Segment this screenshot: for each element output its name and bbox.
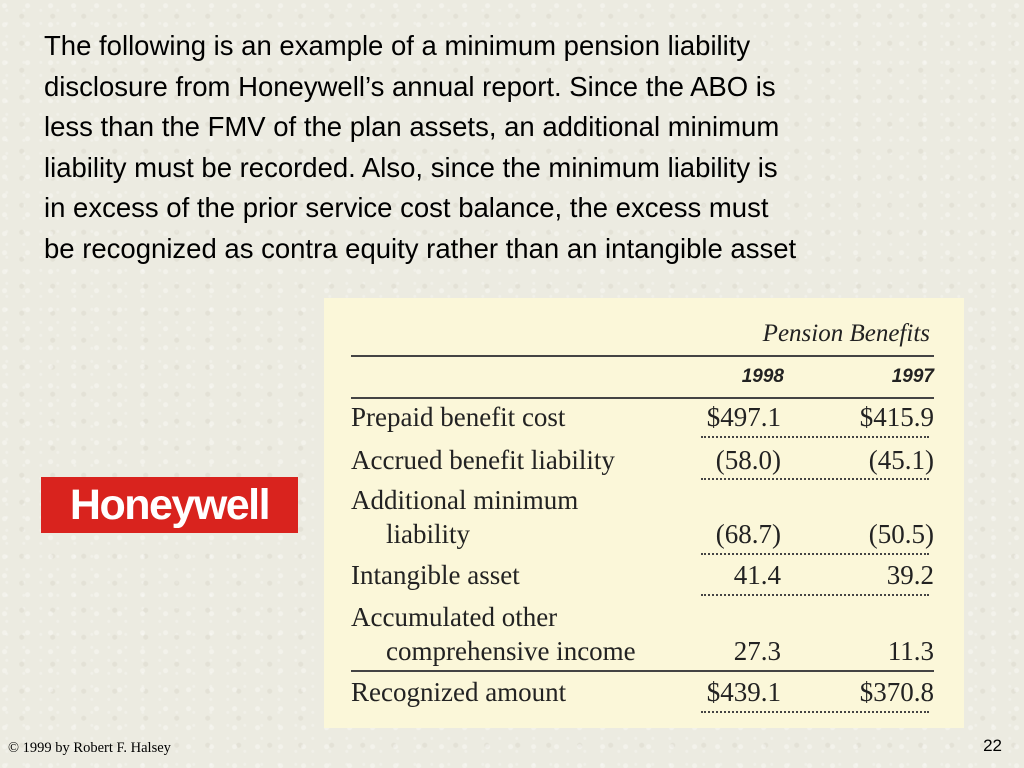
row-label-accrued: Accrued benefit liability: [351, 445, 615, 475]
dotted-rule: [701, 553, 929, 555]
row-label-aoci-cont: comprehensive income: [386, 636, 636, 666]
pension-table: Pension Benefits 1998 1997 Prepaid benef…: [324, 298, 964, 728]
body-line: in excess of the prior service cost bala…: [44, 192, 769, 224]
dotted-rule: [701, 436, 929, 438]
body-line: The following is an example of a minimum…: [44, 30, 751, 61]
cell-additional-min-1997: (50.5): [868, 519, 934, 549]
year-header-1997: 1997: [891, 366, 934, 387]
cell-accrued-1998: (58.0): [715, 445, 781, 475]
dotted-rule: [701, 478, 929, 480]
dotted-rule: [701, 711, 929, 713]
cell-recognized-1997: $370.8: [859, 677, 934, 707]
rule-total: [351, 670, 934, 672]
cell-recognized-1998: $439.1: [706, 677, 781, 707]
cell-intangible-1998: 41.4: [733, 560, 781, 590]
honeywell-logo: Honeywell: [41, 477, 298, 533]
row-label-additional-min: Additional minimum: [351, 485, 579, 515]
row-label-intangible: Intangible asset: [351, 560, 520, 590]
body-line: liability must be recorded. Also, since …: [44, 151, 778, 183]
row-label-recognized: Recognized amount: [351, 677, 567, 707]
slide-body-text: The following is an example of a minimum…: [44, 26, 1004, 270]
rule-header: [351, 397, 934, 399]
body-line: be recognized as contra equity rather th…: [44, 232, 797, 264]
row-label-additional-min-cont: liability: [386, 519, 470, 549]
cell-prepaid-1997: $415.9: [859, 402, 934, 432]
cell-accrued-1997: (45.1): [868, 445, 934, 475]
cell-aoci-1997: 11.3: [887, 636, 934, 666]
year-header-1998: 1998: [741, 366, 784, 387]
body-line: disclosure from Honeywell’s annual repor…: [44, 70, 776, 102]
row-label-aoci: Accumulated other: [351, 602, 558, 632]
logo-text: Honeywell: [69, 480, 271, 529]
page-number: 22: [983, 736, 1002, 755]
body-line: less than the FMV of the plan assets, an…: [44, 111, 780, 143]
rule-top: [351, 355, 934, 357]
cell-aoci-1998: 27.3: [733, 636, 781, 666]
cell-prepaid-1998: $497.1: [706, 402, 781, 432]
cell-additional-min-1998: (68.7): [715, 519, 781, 549]
dotted-rule: [701, 594, 929, 596]
cell-intangible-1997: 39.2: [886, 560, 934, 590]
table-heading: Pension Benefits: [762, 320, 930, 347]
copyright-footer: © 1999 by Robert F. Halsey: [8, 740, 171, 756]
row-label-prepaid: Prepaid benefit cost: [351, 402, 566, 432]
